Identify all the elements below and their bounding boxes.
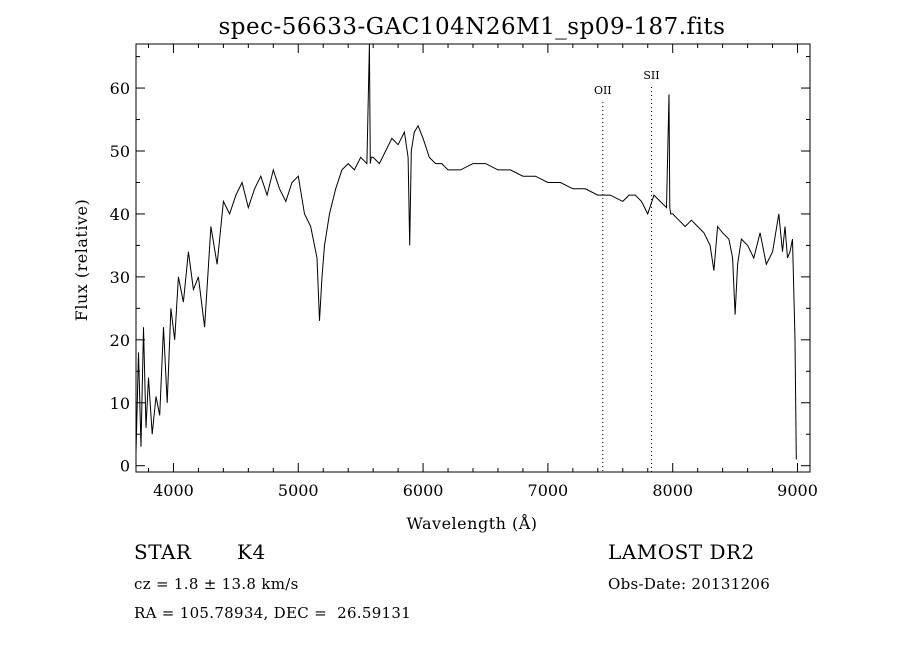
y-tick-label: 30	[110, 268, 130, 287]
sky-coordinates: RA = 105.78934, DEC = 26.59131	[134, 604, 412, 622]
y-axis-label: Flux (relative)	[72, 199, 91, 321]
spectral-subclass: K4	[237, 540, 266, 564]
emission-marker-label: SII	[643, 69, 659, 82]
x-tick-label: 9000	[777, 481, 818, 500]
y-tick-label: 40	[110, 205, 130, 224]
x-axis-ticks: 4000 5000 6000 7000 8000 9000	[147, 44, 818, 500]
x-tick-label: 7000	[528, 481, 569, 500]
x-axis-label: Wavelength (Å)	[406, 513, 537, 533]
x-tick-label: 5000	[278, 481, 319, 500]
y-axis-ticks: 0 10 20 30 40 50 60	[110, 56, 810, 476]
line-markers: OII SII	[594, 69, 660, 472]
y-tick-label: 20	[110, 331, 130, 350]
y-tick-label: 60	[110, 79, 130, 98]
chart-title: spec-56633-GAC104N26M1_sp09-187.fits	[219, 14, 726, 40]
x-tick-label: 4000	[153, 481, 194, 500]
x-tick-label: 8000	[652, 481, 693, 500]
plot-frame	[135, 43, 811, 473]
y-tick-label: 10	[110, 394, 130, 413]
y-tick-label: 0	[120, 457, 130, 476]
observation-date: Obs-Date: 20131206	[608, 575, 771, 593]
object-class: STAR	[134, 540, 192, 564]
y-tick-label: 50	[110, 142, 130, 161]
x-tick-label: 6000	[403, 481, 444, 500]
flux-series-line	[135, 43, 797, 460]
survey-name: LAMOST DR2	[608, 540, 755, 564]
redshift-cz: cz = 1.8 ± 13.8 km/s	[134, 575, 299, 593]
emission-marker-label: OII	[594, 84, 612, 97]
